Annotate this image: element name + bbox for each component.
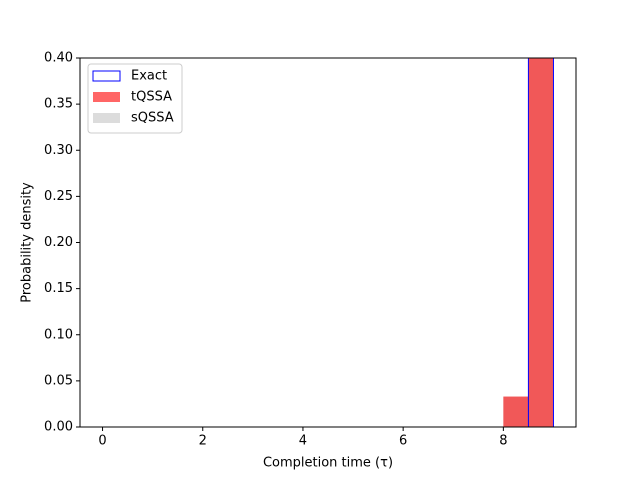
y-tick-label: 0.10 — [44, 327, 73, 342]
legend-swatch — [93, 113, 120, 123]
y-tick-label: 0.00 — [44, 420, 73, 435]
y-tick-label: 0.35 — [44, 97, 73, 112]
x-tick-label: 6 — [399, 434, 407, 449]
legend-label: Exact — [131, 69, 167, 84]
x-tick-label: 4 — [299, 434, 307, 449]
y-tick-label: 0.25 — [44, 189, 73, 204]
x-axis-label: Completion time (τ) — [263, 456, 393, 471]
y-tick-label: 0.30 — [44, 143, 73, 158]
legend-label: tQSSA — [131, 90, 172, 105]
histogram-bar — [503, 396, 529, 427]
y-tick-label: 0.40 — [44, 51, 73, 66]
y-tick-label: 0.15 — [44, 281, 73, 296]
legend-swatch — [92, 70, 121, 82]
y-axis-label: Probability density — [20, 182, 35, 303]
x-tick-label: 8 — [499, 434, 507, 449]
plot-area — [503, 58, 554, 427]
y-tick-label: 0.05 — [44, 373, 73, 388]
legend-swatch — [93, 92, 120, 102]
x-tick-label: 0 — [98, 434, 106, 449]
x-tick-label: 2 — [199, 434, 207, 449]
histogram-bar — [528, 58, 554, 427]
legend-label: sQSSA — [131, 111, 174, 126]
y-tick-label: 0.20 — [44, 235, 73, 250]
